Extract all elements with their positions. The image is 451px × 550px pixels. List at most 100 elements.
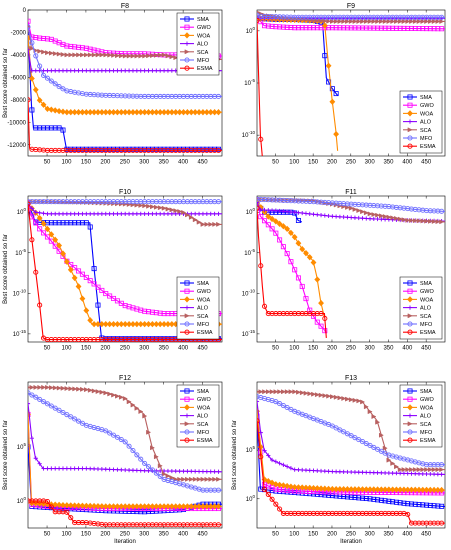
data-point: [407, 305, 413, 310]
x-tick-label: 200: [100, 160, 111, 166]
data-point: [407, 429, 413, 435]
data-point: [111, 68, 116, 73]
data-point: [371, 414, 377, 420]
data-point: [60, 250, 66, 257]
data-point: [91, 281, 97, 287]
data-point: [307, 391, 313, 397]
data-point: [176, 109, 183, 116]
data-point: [45, 466, 50, 471]
data-point: [407, 102, 413, 108]
data-point: [158, 68, 163, 73]
data-point: [212, 469, 217, 474]
data-point: [420, 471, 425, 476]
x-tick-label: 250: [120, 346, 131, 352]
data-point: [80, 466, 85, 471]
legend-label-sma: SMA: [197, 17, 209, 23]
data-point: [314, 491, 320, 497]
data-point: [288, 259, 294, 265]
data-point: [348, 494, 354, 500]
data-point: [204, 476, 210, 482]
data-point: [288, 209, 294, 215]
legend-label-gwo: GWO: [420, 397, 434, 403]
data-point: [60, 501, 66, 509]
data-point: [364, 216, 369, 221]
data-point: [150, 204, 156, 210]
legend-label-woa: WOA: [197, 33, 210, 39]
data-point: [435, 503, 441, 509]
data-point: [416, 471, 422, 476]
legend: SMA GWO WOA ALO SCA MFO ESMA: [176, 276, 220, 340]
data-point: [333, 425, 339, 431]
data-point: [379, 217, 384, 222]
data-point: [427, 26, 433, 32]
data-point: [41, 466, 46, 471]
legend-label-esma: ESMA: [197, 438, 213, 444]
data-point: [352, 215, 358, 220]
data-point: [363, 210, 369, 216]
data-point: [318, 299, 324, 307]
x-tick-label: 300: [365, 532, 376, 538]
data-point: [161, 321, 167, 328]
data-point: [149, 321, 156, 328]
data-point: [303, 296, 309, 302]
data-point: [337, 214, 342, 219]
data-point: [292, 210, 297, 215]
data-point: [200, 221, 206, 227]
data-point: [173, 55, 179, 61]
data-point: [28, 444, 31, 450]
data-point: [367, 486, 373, 493]
data-point: [72, 416, 78, 422]
y-axis-label: Best score obtained so far: [232, 420, 238, 490]
data-point: [352, 486, 358, 493]
data-point: [216, 469, 221, 474]
data-point: [84, 68, 89, 73]
data-point: [439, 208, 445, 214]
data-point: [329, 423, 335, 429]
data-point: [106, 503, 113, 510]
data-point: [60, 52, 66, 58]
data-point: [172, 503, 179, 510]
data-point: [153, 321, 160, 328]
data-point: [333, 18, 339, 24]
data-point: [72, 52, 78, 58]
x-tick-label: 50: [44, 160, 51, 166]
data-point: [258, 207, 263, 212]
data-point: [292, 25, 298, 31]
data-point: [375, 18, 381, 24]
data-point: [115, 68, 120, 73]
x-tick-label: 200: [327, 346, 338, 352]
data-point: [192, 503, 199, 510]
data-point: [208, 476, 214, 482]
data-point: [72, 68, 77, 73]
data-point: [280, 24, 286, 30]
data-point: [41, 211, 46, 216]
x-tick-label: 350: [383, 532, 394, 538]
data-point: [295, 217, 301, 223]
x-tick-label: 100: [289, 160, 300, 166]
data-point: [326, 18, 332, 24]
data-point: [419, 486, 426, 493]
data-point: [431, 218, 437, 224]
data-point: [356, 208, 362, 214]
data-point: [407, 321, 413, 327]
data-point: [76, 268, 82, 274]
data-point: [431, 26, 437, 32]
data-point: [146, 68, 151, 73]
data-point: [71, 109, 78, 116]
data-point: [265, 213, 272, 220]
data-point: [29, 237, 35, 243]
data-point: [431, 472, 437, 477]
data-point: [276, 481, 283, 488]
chart-title: F12: [119, 375, 131, 382]
data-point: [352, 18, 358, 24]
data-point: [363, 25, 369, 31]
data-point: [114, 109, 121, 116]
data-point: [409, 471, 414, 476]
data-point: [408, 25, 414, 31]
legend-label-gwo: GWO: [420, 289, 434, 295]
legend-label-alo: ALO: [420, 414, 432, 420]
data-point: [68, 515, 74, 521]
data-point: [266, 453, 271, 458]
data-point: [150, 68, 155, 73]
data-point: [341, 469, 346, 474]
